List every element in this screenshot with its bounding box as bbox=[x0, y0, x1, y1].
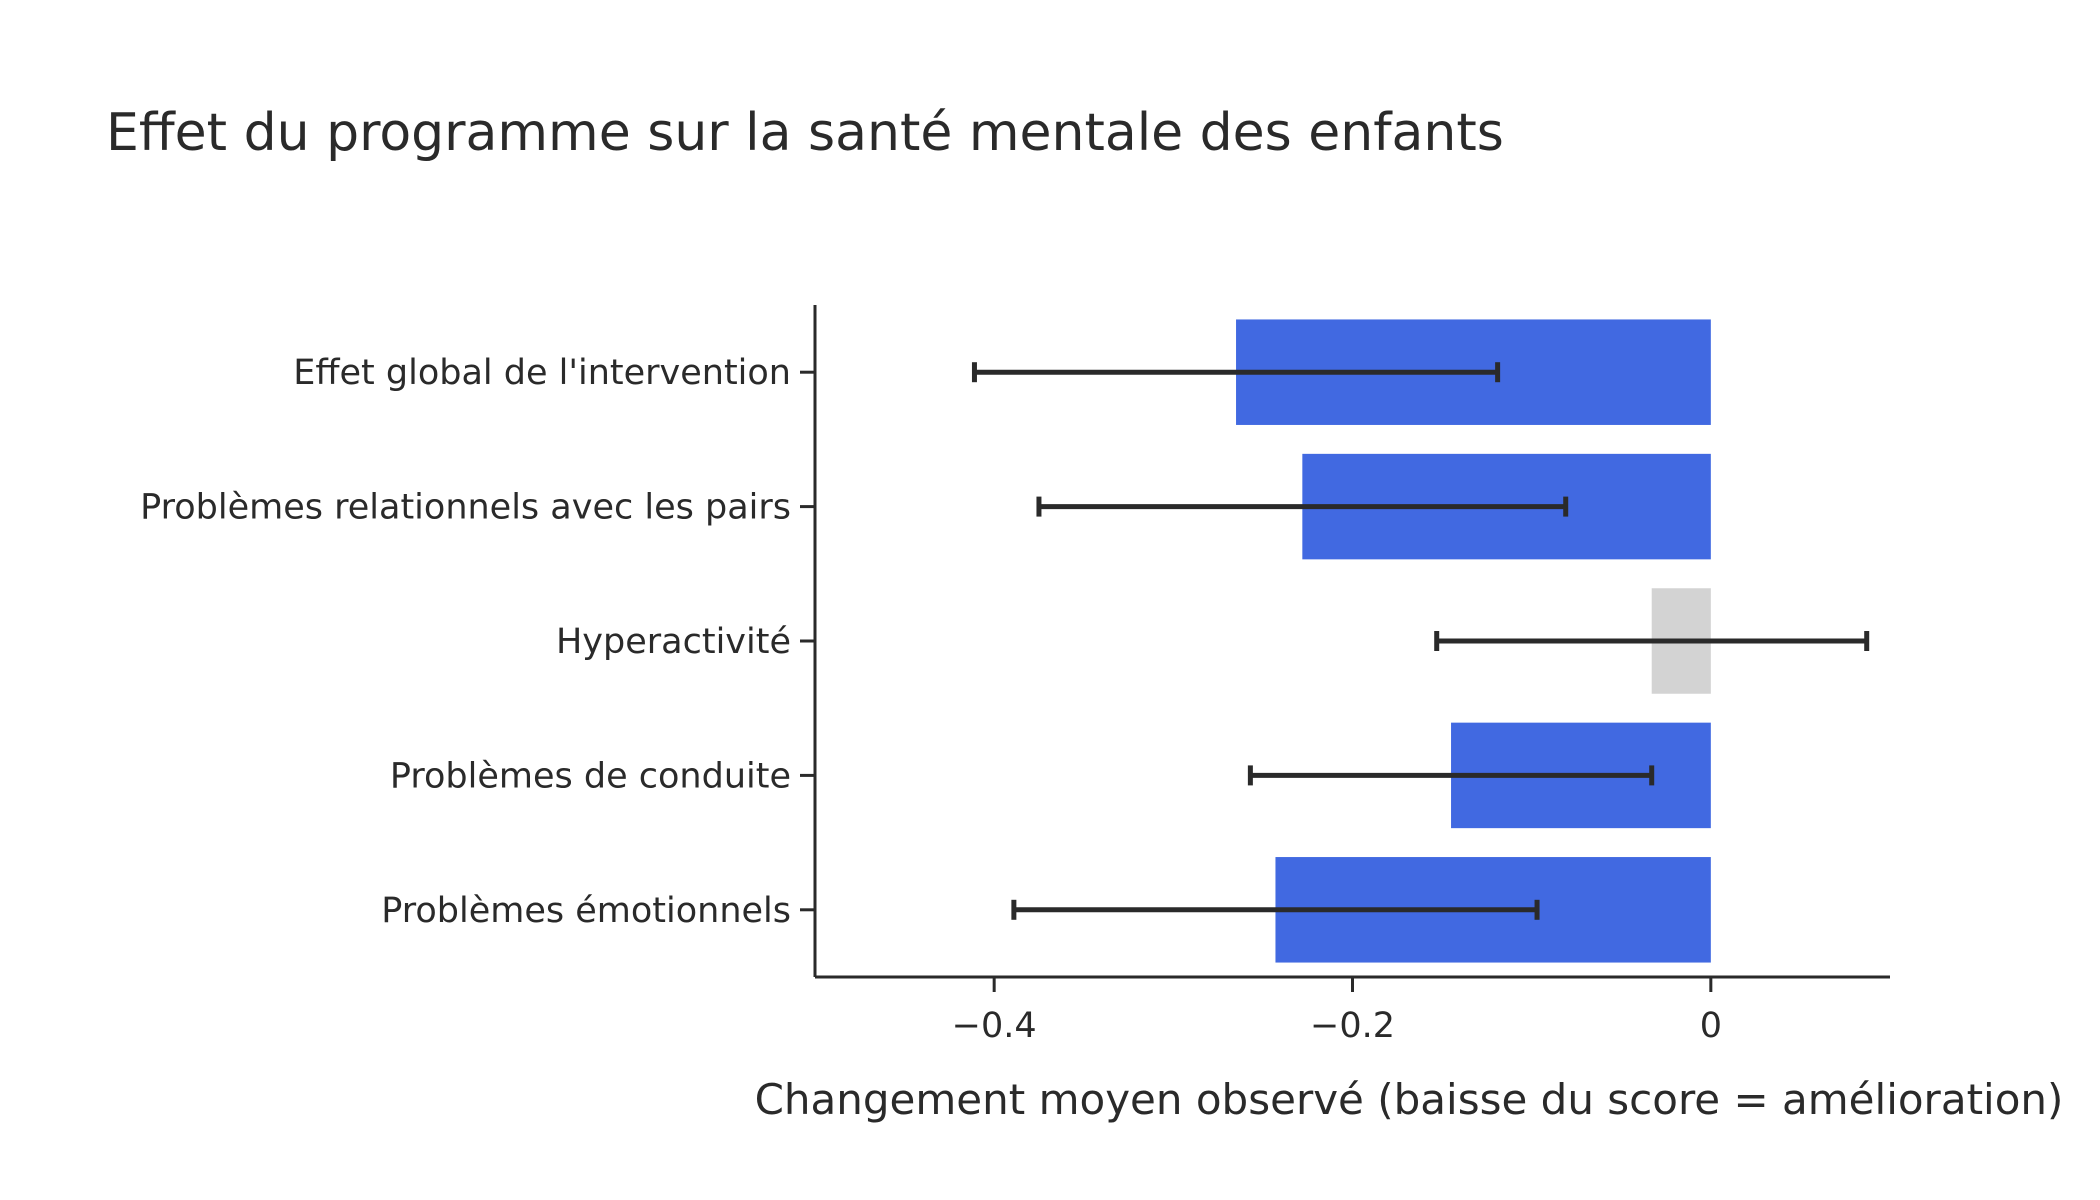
category-label-0: Effet global de l'intervention bbox=[293, 353, 791, 393]
x-axis-title: Changement moyen observé (baisse du scor… bbox=[755, 1075, 2064, 1124]
error-bars-layer bbox=[971, 362, 1870, 920]
category-label-2: Hyperactivité bbox=[556, 622, 791, 662]
chart-title: Effet du programme sur la santé mentale … bbox=[106, 103, 1504, 163]
category-labels-layer: Effet global de l'intervention Problèmes … bbox=[140, 353, 815, 931]
x-tick-label-2: 0 bbox=[1700, 1006, 1722, 1046]
x-tick-label-1: −0.2 bbox=[1310, 1006, 1395, 1046]
category-label-1: Problèmes relationnels avec les pairs bbox=[140, 488, 791, 528]
category-label-3: Problèmes de conduite bbox=[390, 756, 791, 796]
category-label-4: Problèmes émotionnels bbox=[381, 891, 791, 931]
x-ticks-layer: −0.4 −0.2 0 bbox=[952, 977, 1722, 1046]
x-tick-label-0: −0.4 bbox=[952, 1006, 1037, 1046]
